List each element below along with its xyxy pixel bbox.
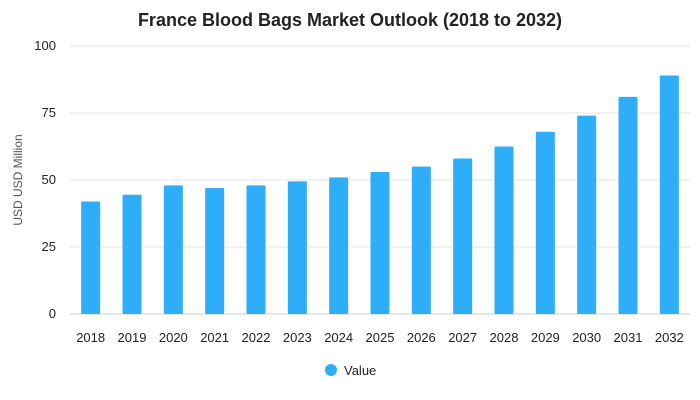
bar-2029[interactable] (535, 131, 555, 314)
y-tick-label: 25 (42, 239, 56, 254)
x-tick-label: 2020 (159, 330, 188, 345)
x-tick-label: 2019 (118, 330, 147, 345)
x-tick-label: 2023 (283, 330, 312, 345)
bar-2027[interactable] (453, 158, 473, 314)
bar-2031[interactable] (618, 96, 638, 314)
legend-label: Value (344, 363, 376, 378)
bar-2021[interactable] (205, 188, 225, 314)
bar-2020[interactable] (163, 185, 183, 314)
legend-marker (325, 364, 337, 376)
bar-2026[interactable] (411, 166, 431, 314)
y-tick-label: 75 (42, 105, 56, 120)
legend[interactable]: Value (325, 363, 376, 378)
x-tick-label: 2024 (324, 330, 353, 345)
bar-2024[interactable] (329, 177, 349, 314)
y-tick-label: 50 (42, 172, 56, 187)
x-tick-label: 2025 (366, 330, 395, 345)
bar-series (81, 75, 679, 315)
bar-2028[interactable] (494, 146, 514, 315)
y-axis-label: USD USD Million (11, 134, 25, 225)
x-tick-label: 2030 (572, 330, 601, 345)
x-tick-label: 2027 (448, 330, 477, 345)
x-tick-label: 2021 (200, 330, 229, 345)
x-axis-ticks: 2018 2019 2020 2021 2022 2023 2024 2025 2026 2027… (76, 330, 684, 345)
y-tick-label: 0 (49, 306, 56, 321)
x-tick-label: 2029 (531, 330, 560, 345)
bar-2023[interactable] (287, 181, 307, 314)
x-tick-label: 2028 (490, 330, 519, 345)
bar-2032[interactable] (659, 75, 679, 314)
x-tick-label: 2026 (407, 330, 436, 345)
bar-2022[interactable] (246, 185, 266, 314)
x-tick-label: 2031 (614, 330, 643, 345)
bar-2030[interactable] (577, 115, 597, 315)
y-axis-ticks: 0 25 50 75 100 (34, 38, 56, 321)
bar-2019[interactable] (122, 194, 142, 314)
x-tick-label: 2022 (242, 330, 271, 345)
bar-2025[interactable] (370, 171, 390, 314)
chart-title: France Blood Bags Market Outlook (2018 t… (138, 10, 562, 30)
x-tick-label: 2018 (76, 330, 105, 345)
x-tick-label: 2032 (655, 330, 684, 345)
y-tick-label: 100 (34, 38, 56, 53)
bar-2018[interactable] (81, 201, 101, 314)
